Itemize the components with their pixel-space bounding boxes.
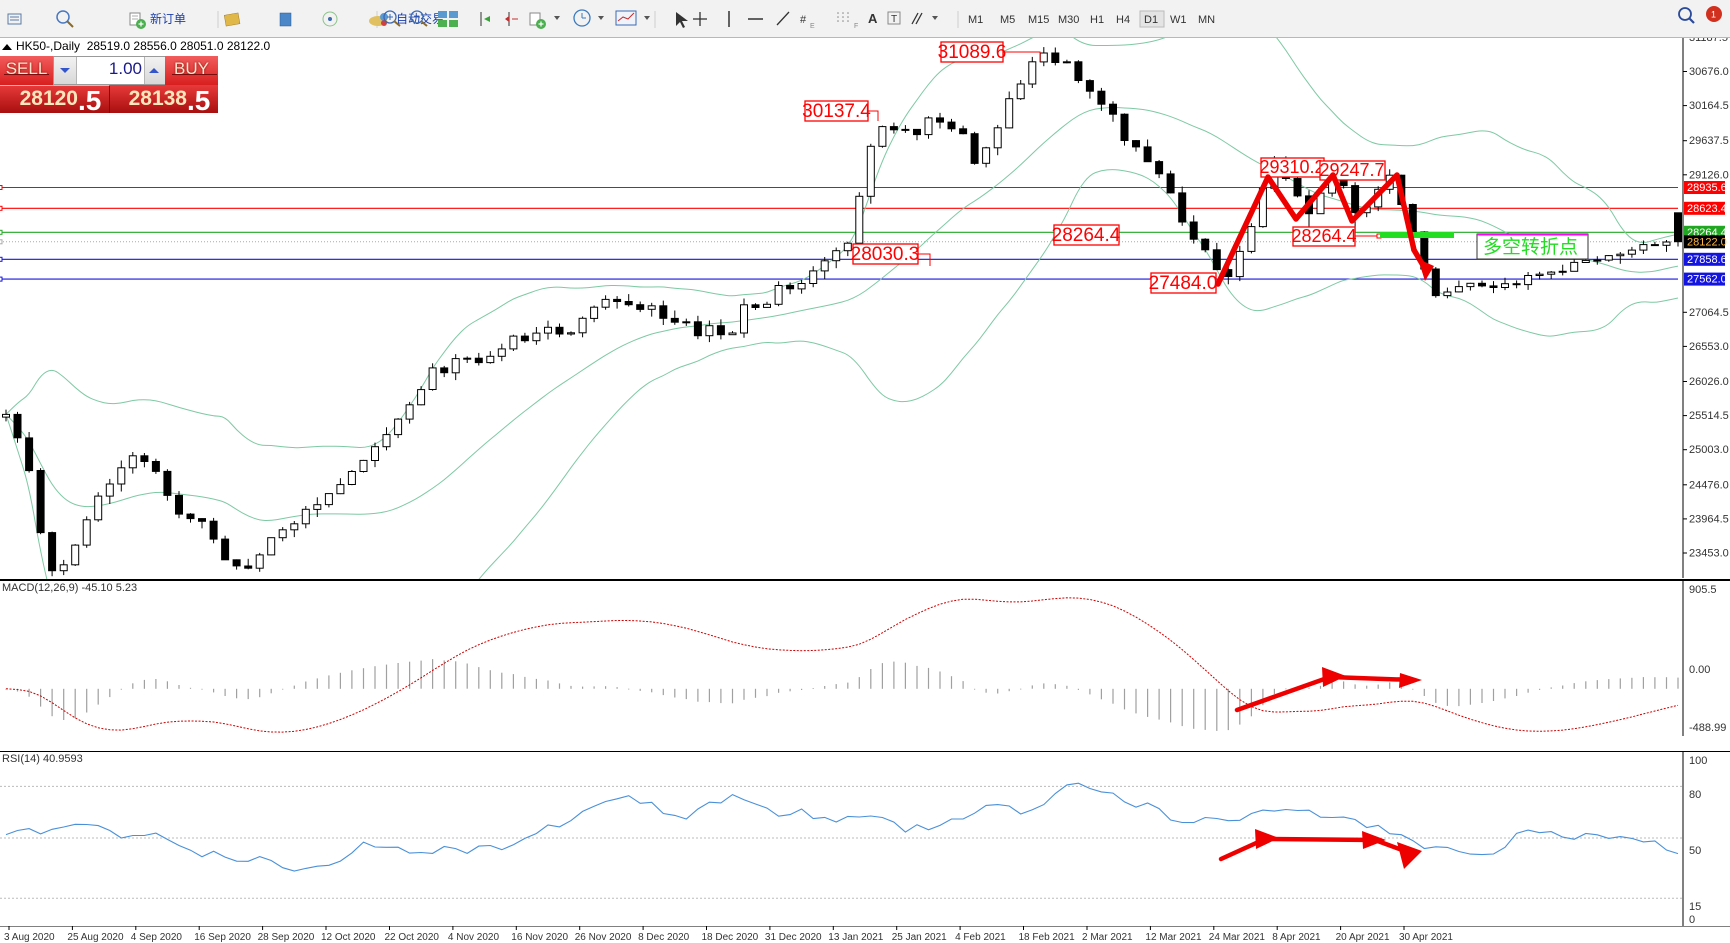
svg-text:16 Sep 2020: 16 Sep 2020	[194, 932, 251, 943]
svg-text:29126.0: 29126.0	[1689, 169, 1729, 181]
svg-text:F: F	[854, 23, 858, 30]
svg-text:100: 100	[1689, 755, 1707, 767]
svg-text:0: 0	[1689, 914, 1695, 926]
svg-text:M5: M5	[1000, 14, 1015, 26]
svg-text:28030.3: 28030.3	[851, 244, 920, 265]
svg-text:H1: H1	[1090, 14, 1104, 26]
svg-text:22 Oct 2020: 22 Oct 2020	[385, 932, 440, 943]
svg-text:25514.5: 25514.5	[1689, 410, 1729, 422]
svg-text:29310.2: 29310.2	[1259, 157, 1324, 177]
svg-text:31 Dec 2020: 31 Dec 2020	[765, 932, 822, 943]
svg-text:18 Dec 2020: 18 Dec 2020	[702, 932, 759, 943]
svg-text:12 Mar 2021: 12 Mar 2021	[1145, 932, 1202, 943]
svg-text:-488.99: -488.99	[1689, 722, 1726, 734]
svg-text:13 Jan 2021: 13 Jan 2021	[828, 932, 883, 943]
svg-text:27562.0: 27562.0	[1687, 274, 1727, 286]
svg-text:25 Aug 2020: 25 Aug 2020	[67, 932, 124, 943]
svg-text:D1: D1	[1144, 14, 1158, 26]
svg-text:E: E	[810, 23, 815, 30]
svg-text:20 Apr 2021: 20 Apr 2021	[1336, 932, 1390, 943]
svg-text:M15: M15	[1028, 14, 1049, 26]
svg-text:26026.0: 26026.0	[1689, 376, 1729, 388]
svg-text:1: 1	[1711, 10, 1716, 20]
svg-text:M1: M1	[968, 14, 983, 26]
svg-text:0.00: 0.00	[1689, 664, 1710, 676]
svg-text:28122.0: 28122.0	[1687, 236, 1727, 248]
svg-text:30 Apr 2021: 30 Apr 2021	[1399, 932, 1453, 943]
svg-text:24476.0: 24476.0	[1689, 479, 1729, 491]
svg-text:80: 80	[1689, 789, 1701, 801]
svg-text:31187.5: 31187.5	[1689, 38, 1728, 44]
svg-text:MN: MN	[1198, 14, 1215, 26]
svg-text:30164.5: 30164.5	[1689, 100, 1729, 112]
svg-text:26553.0: 26553.0	[1689, 341, 1729, 353]
svg-text:4 Feb 2021: 4 Feb 2021	[955, 932, 1006, 943]
svg-text:H4: H4	[1116, 14, 1130, 26]
svg-text:25003.0: 25003.0	[1689, 444, 1729, 456]
svg-text:23964.5: 23964.5	[1689, 513, 1729, 525]
svg-text:28623.4: 28623.4	[1687, 203, 1727, 215]
svg-text:30676.0: 30676.0	[1689, 66, 1729, 78]
svg-text:4 Nov 2020: 4 Nov 2020	[448, 932, 500, 943]
svg-text:27858.6: 27858.6	[1687, 254, 1727, 266]
svg-text:多空转折点: 多空转折点	[1483, 236, 1578, 258]
svg-text:50: 50	[1689, 845, 1701, 857]
svg-text:新订单: 新订单	[150, 11, 186, 26]
svg-text:905.5: 905.5	[1689, 584, 1717, 596]
svg-text:28264.4: 28264.4	[1052, 225, 1121, 246]
svg-text:M30: M30	[1058, 14, 1079, 26]
svg-text:T: T	[891, 14, 897, 25]
svg-text:28935.6: 28935.6	[1687, 182, 1727, 194]
svg-text:12 Oct 2020: 12 Oct 2020	[321, 932, 376, 943]
svg-text:16 Nov 2020: 16 Nov 2020	[511, 932, 568, 943]
svg-text:27484.0: 27484.0	[1149, 273, 1218, 294]
svg-text:29637.5: 29637.5	[1689, 135, 1729, 147]
svg-text:8 Apr 2021: 8 Apr 2021	[1272, 932, 1321, 943]
svg-text:28 Sep 2020: 28 Sep 2020	[258, 932, 315, 943]
svg-text:8 Dec 2020: 8 Dec 2020	[638, 932, 690, 943]
svg-text:3 Aug 2020: 3 Aug 2020	[4, 932, 55, 943]
svg-text:27064.5: 27064.5	[1689, 307, 1729, 319]
svg-text:30137.4: 30137.4	[802, 101, 871, 122]
svg-text:18 Feb 2021: 18 Feb 2021	[1019, 932, 1076, 943]
svg-text:23453.0: 23453.0	[1689, 548, 1729, 560]
svg-text:自动交易: 自动交易	[396, 11, 444, 26]
svg-text:24 Mar 2021: 24 Mar 2021	[1209, 932, 1266, 943]
svg-text:4 Sep 2020: 4 Sep 2020	[131, 932, 183, 943]
svg-text:2 Mar 2021: 2 Mar 2021	[1082, 932, 1133, 943]
svg-text:15: 15	[1689, 901, 1701, 913]
svg-text:25 Jan 2021: 25 Jan 2021	[892, 932, 947, 943]
svg-text:28264.4: 28264.4	[1291, 226, 1356, 246]
svg-text:#: #	[800, 14, 807, 26]
svg-text:26 Nov 2020: 26 Nov 2020	[575, 932, 632, 943]
svg-text:W1: W1	[1170, 14, 1187, 26]
svg-text:A: A	[868, 11, 878, 26]
